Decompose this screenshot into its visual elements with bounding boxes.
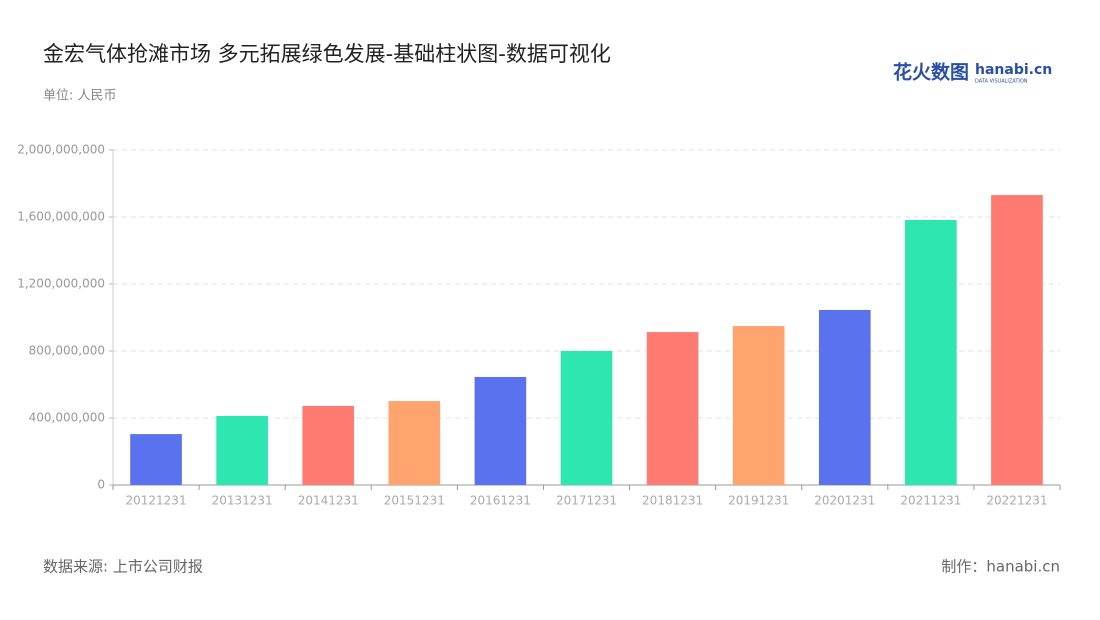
x-tick-label: 20201231	[814, 494, 875, 508]
source-note: 数据来源: 上市公司财报	[43, 558, 203, 576]
y-tick-label: 2,000,000,000	[17, 143, 105, 157]
chart-subtitle: 单位: 人民币	[43, 89, 117, 104]
bar	[474, 376, 527, 485]
y-tick-label: 0	[97, 478, 105, 492]
bar	[818, 309, 871, 485]
y-tick-label: 1,600,000,000	[17, 210, 105, 224]
x-tick-label: 20191231	[728, 494, 789, 508]
x-tick-label: 20161231	[470, 494, 531, 508]
logo-site: hanabi.cn	[975, 62, 1052, 78]
credit-note: 制作：hanabi.cn	[941, 558, 1060, 576]
bar	[130, 434, 182, 485]
x-tick-label: 20171231	[556, 494, 617, 508]
bar	[991, 195, 1043, 485]
chart-title: 金宏气体抢滩市场 多元拓展绿色发展-基础柱状图-数据可视化	[43, 42, 611, 66]
logo-tagline: DATA VISUALIZATION	[975, 79, 1028, 85]
x-tick-label: 20181231	[642, 494, 703, 508]
bar	[732, 326, 785, 485]
bar	[302, 405, 355, 485]
x-tick-label: 20121231	[126, 494, 187, 508]
x-tick-label: 20211231	[900, 494, 961, 508]
y-tick-label: 400,000,000	[29, 411, 105, 425]
x-tick-label: 20131231	[212, 494, 273, 508]
x-tick-label: 20141231	[298, 494, 359, 508]
x-tick-label: 20221231	[986, 494, 1047, 508]
bar	[216, 415, 268, 485]
bar	[646, 332, 699, 485]
y-tick-label: 1,200,000,000	[17, 277, 105, 291]
bar	[560, 351, 613, 485]
logo-name: 花火数图	[893, 61, 969, 84]
y-tick-label: 800,000,000	[29, 344, 105, 358]
bar	[388, 401, 441, 485]
bar	[905, 220, 957, 485]
x-tick-label: 20151231	[384, 494, 445, 508]
